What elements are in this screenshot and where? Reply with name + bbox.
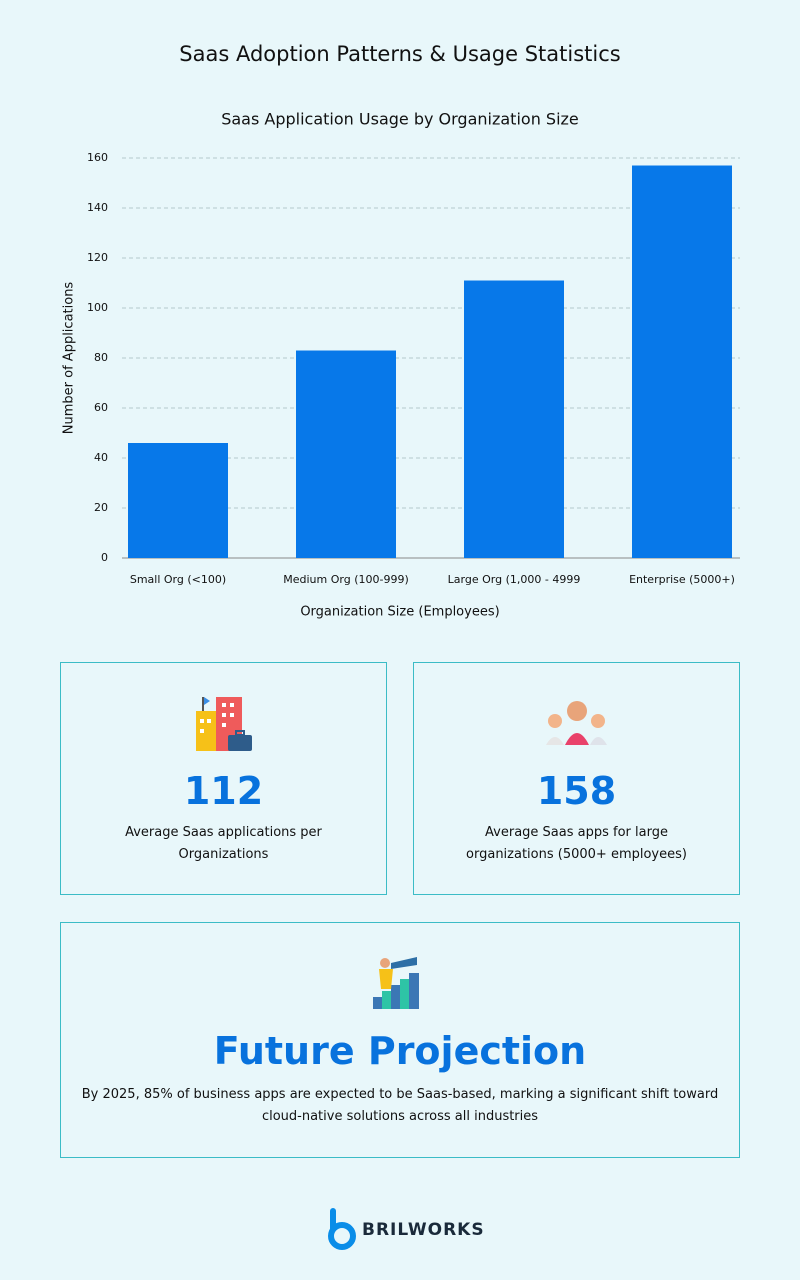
y-tick-label: 160: [87, 151, 108, 164]
y-tick-label: 140: [87, 201, 108, 214]
bar: [296, 350, 396, 558]
x-tick-label: Enterprise (5000+): [629, 573, 735, 586]
page-title: Saas Adoption Patterns & Usage Statistic…: [179, 42, 620, 66]
x-tick-label: Medium Org (100-999): [283, 573, 409, 586]
people-icon: [546, 701, 607, 745]
chart: Saas Adoption Patterns & Usage Statistic…: [62, 42, 740, 620]
stat-card: 112 Average Saas applications per Organi…: [60, 662, 387, 895]
projection-text: By 2025, 85% of business apps are expect…: [81, 1087, 719, 1124]
brand: BRILWORKS: [328, 1208, 484, 1252]
y-tick-label: 60: [94, 401, 108, 414]
y-tick-label: 20: [94, 501, 108, 514]
bar: [632, 165, 732, 558]
stat-card: 158 Average Saas apps for large organiza…: [413, 662, 740, 895]
stat-text: Average Saas applications per Organizati…: [125, 825, 322, 862]
y-tick-label: 120: [87, 251, 108, 264]
brand-logo: [328, 1208, 356, 1250]
projection-title: Future Projection: [213, 1029, 587, 1073]
x-tick-label: Small Org (<100): [130, 573, 226, 586]
x-axis-label: Organization Size (Employees): [300, 605, 499, 620]
bar: [128, 443, 228, 558]
x-tick-label: Large Org (1,000 - 4999: [448, 573, 581, 586]
chart-title: Saas Application Usage by Organization S…: [221, 110, 579, 129]
stat-value: 112: [183, 769, 264, 813]
y-tick-label: 80: [94, 351, 108, 364]
buildings-icon: [196, 697, 252, 751]
stat-text: Average Saas apps for large organization…: [466, 825, 687, 862]
y-tick-label: 100: [87, 301, 108, 314]
y-tick-label: 0: [101, 551, 108, 564]
stat-value: 158: [536, 769, 617, 813]
projection-icon: [373, 957, 419, 1009]
y-tick-label: 40: [94, 451, 108, 464]
bar: [464, 280, 564, 558]
projection-card: Future Projection By 2025, 85% of busine…: [60, 922, 740, 1158]
brand-name: BRILWORKS: [362, 1220, 485, 1240]
y-axis-label: Number of Applications: [62, 282, 77, 435]
